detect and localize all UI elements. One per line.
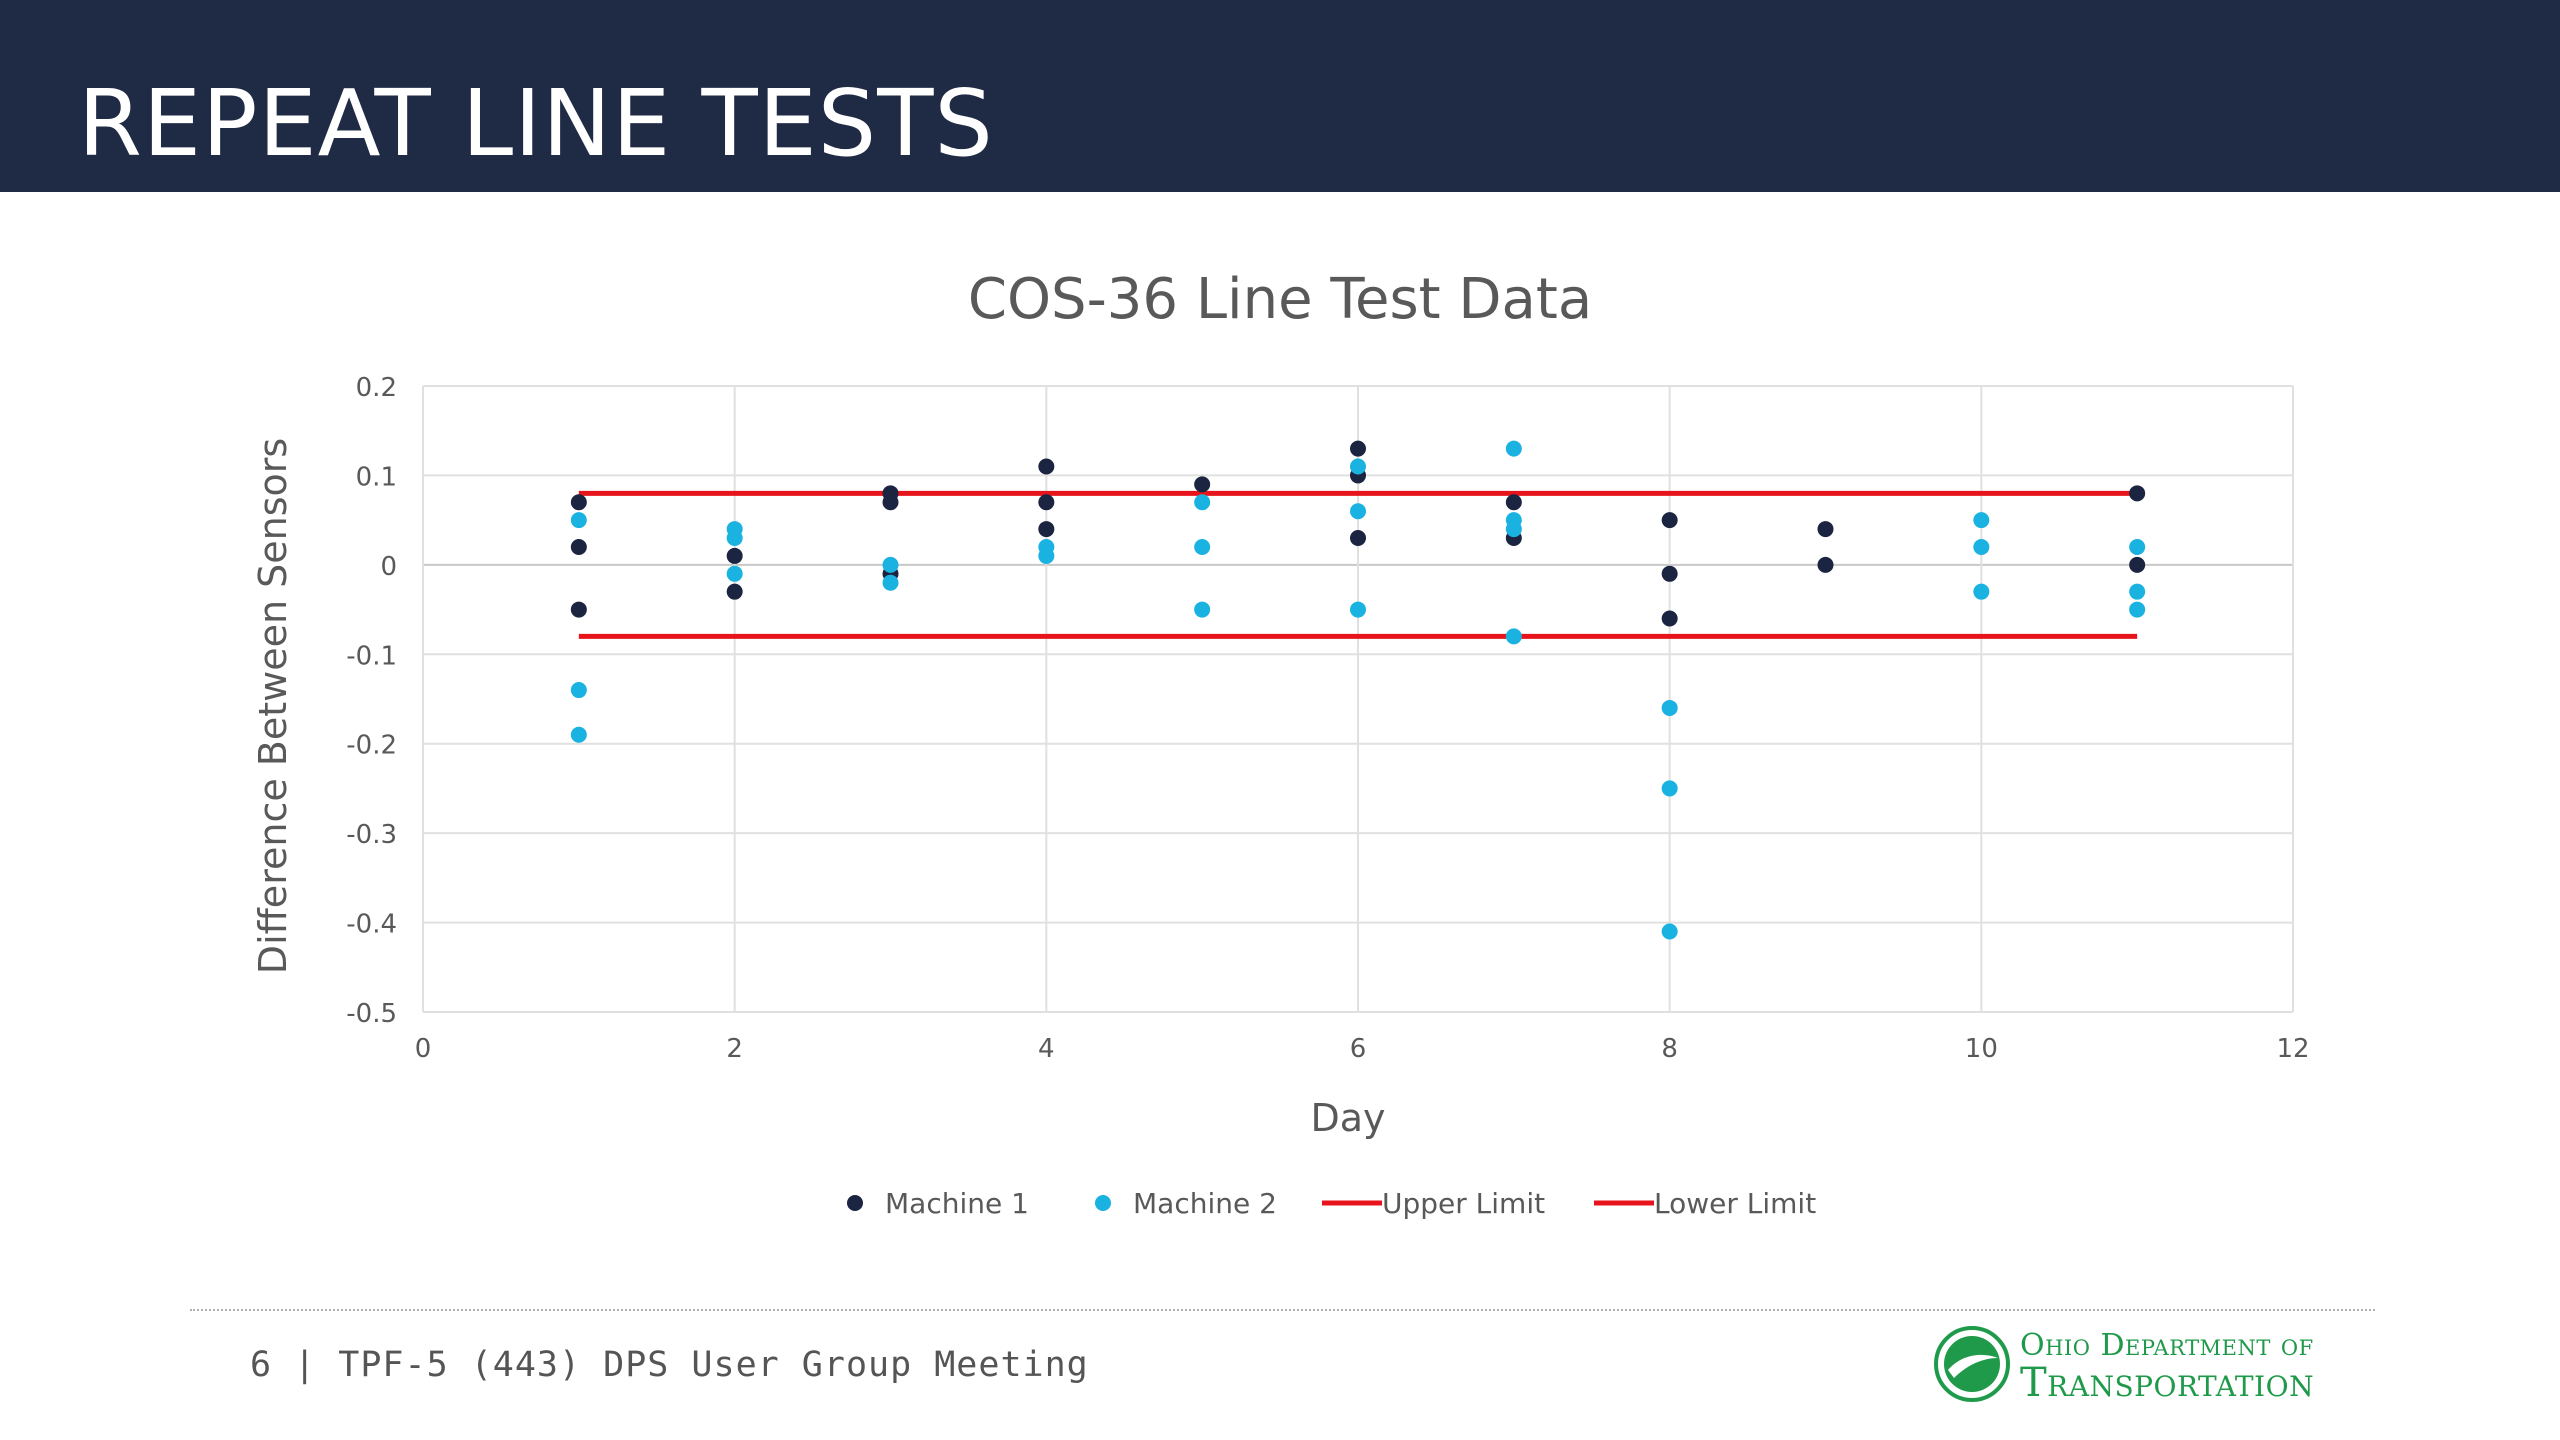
machine-1-point (570, 538, 587, 555)
machine-2-point (1038, 547, 1055, 564)
y-axis-tick-labels: 0.2 0.1 0 -0.1 -0.2 -0.3 -0.4 -0.5 (346, 373, 397, 1029)
machine-2-point (726, 565, 743, 582)
y-tick-label: -0.2 (346, 731, 397, 761)
machine-1-point (1038, 458, 1055, 475)
machine-2-point (1505, 440, 1522, 457)
machine-2-point (882, 574, 899, 591)
footer-divider (190, 1309, 2375, 1311)
machine-1-point (570, 601, 587, 618)
y-tick-label: -0.1 (346, 641, 397, 671)
machine-2-point (1350, 503, 1366, 520)
machine-1-point (882, 494, 899, 511)
machine-2-point (1194, 494, 1211, 511)
machine-2-point (1661, 699, 1678, 716)
chart-grid (422, 385, 2294, 1013)
y-tick-label: -0.3 (346, 820, 397, 850)
slide-title: REPEAT LINE TESTS (78, 70, 994, 177)
machine-1-point (1350, 440, 1366, 457)
scatter-chart: COS-36 Line Test Data 0.2 0.1 0 -0.1 -0.2 -0.… (251, 267, 2310, 1220)
logo-text-line1: Ohio Department of (2020, 1328, 2314, 1363)
machine-1-point (1038, 521, 1055, 538)
machine-2-point (1505, 628, 1522, 645)
y-tick-label: 0.1 (356, 462, 397, 492)
x-tick-label: 4 (1038, 1034, 1055, 1064)
machine-1-point (2129, 485, 2146, 502)
footer-text: 6 | TPF-5 (443) DPS User Group Meeting (250, 1345, 1089, 1385)
machine-2-point (2129, 583, 2146, 600)
machine-2-point (1973, 538, 1990, 555)
y-axis-label: Difference Between Sensors (251, 438, 295, 974)
machine-2-point (1505, 521, 1522, 538)
x-tick-label: 6 (1350, 1034, 1367, 1064)
machine-2-point (882, 556, 899, 573)
title-bar (0, 0, 2560, 192)
machine-2-point (1194, 601, 1211, 618)
machine-1-point (2129, 556, 2146, 573)
machine-2-point (570, 512, 587, 529)
y-tick-label: 0.2 (356, 373, 397, 403)
legend-marker (1095, 1195, 1111, 1211)
machine-2-point (1973, 512, 1990, 529)
x-tick-label: 10 (1965, 1034, 1998, 1064)
x-tick-label: 2 (726, 1034, 743, 1064)
legend-label: Upper Limit (1382, 1187, 1545, 1220)
machine-1-point (1817, 521, 1834, 538)
machine-1-point (1505, 494, 1522, 511)
legend-label: Machine 2 (1133, 1187, 1277, 1220)
chart-title: COS-36 Line Test Data (968, 267, 1592, 332)
machine-1-point (570, 494, 587, 511)
machine-1-point (1817, 556, 1834, 573)
logo-text-line2: Transportation (2020, 1360, 2315, 1406)
machine-2-point (1194, 538, 1211, 555)
machine-1-point (726, 583, 743, 600)
x-tick-label: 12 (2276, 1034, 2309, 1064)
x-axis-tick-labels: 0 2 4 6 8 10 12 (415, 1034, 2310, 1064)
machine-2-point (2129, 601, 2146, 618)
machine-1-point (1661, 512, 1678, 529)
x-tick-label: 8 (1661, 1034, 1678, 1064)
x-axis-label: Day (1310, 1096, 1385, 1140)
y-tick-label: -0.4 (346, 910, 397, 940)
legend-marker (847, 1195, 863, 1211)
machine-2-point (1661, 780, 1678, 797)
machine-2-point (1973, 583, 1990, 600)
x-tick-label: 0 (415, 1034, 432, 1064)
machine-2-point (2129, 538, 2146, 555)
machine-1-point (1661, 565, 1678, 582)
legend-label: Lower Limit (1654, 1187, 1816, 1220)
machine-2-point (1350, 601, 1366, 618)
machine-2-point (1350, 458, 1366, 475)
machine-1-point (1350, 530, 1366, 547)
chart-legend: Machine 1 Machine 2 Upper Limit Lower Limit (847, 1187, 1816, 1220)
y-tick-label: -0.5 (346, 999, 397, 1029)
odot-logo: Ohio Department of Transportation (1932, 1324, 2372, 1408)
limit-lines (578, 490, 2138, 639)
machine-1-point (726, 547, 743, 564)
legend-label: Machine 1 (885, 1187, 1029, 1220)
machine-2-point (570, 682, 587, 699)
machine-2-point (726, 530, 743, 547)
machine-2-point (1661, 923, 1678, 940)
data-points (570, 440, 2146, 940)
machine-1-point (1661, 610, 1678, 627)
odot-logo-icon (1934, 1326, 2010, 1402)
machine-2-point (570, 726, 587, 743)
machine-1-point (1038, 494, 1055, 511)
machine-1-point (1194, 476, 1211, 493)
y-tick-label: 0 (380, 552, 397, 582)
